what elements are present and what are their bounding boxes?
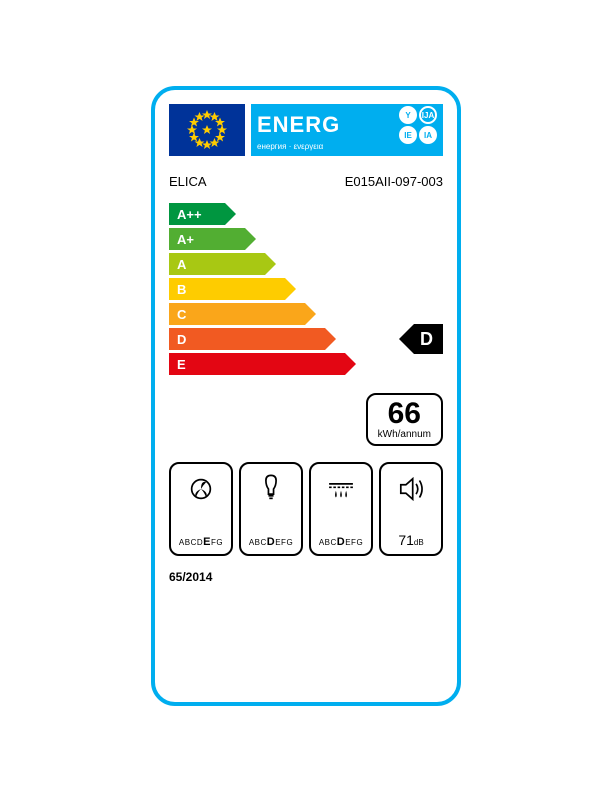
scale-label: A+ [177, 232, 194, 247]
scale-row: C [169, 303, 443, 325]
pictograms: ABCDEFG ABCDEFG ABCDEFG 71dB [169, 462, 443, 556]
picto-scale: ABCDEFG [319, 536, 363, 548]
energ-title: ENERG [257, 112, 340, 138]
pictogram-grease: ABCDEFG [309, 462, 373, 556]
scale-label: A++ [177, 207, 202, 222]
badge-ija: IJA [419, 106, 437, 124]
scale-row: A+ [169, 228, 443, 250]
scale-label: C [177, 307, 186, 322]
energy-label: ENERG Y IJA IE IA енергия · ενεργεια ELI… [151, 86, 461, 706]
scale-arrow: A++ [169, 203, 225, 225]
scale-arrow: C [169, 303, 305, 325]
extraction-icon [184, 472, 218, 506]
rating-pointer: D [414, 324, 443, 354]
regulation-number: 65/2014 [169, 570, 443, 584]
pictogram-extraction: ABCDEFG [169, 462, 233, 556]
scale-arrow: A [169, 253, 265, 275]
eu-flag-icon [169, 104, 245, 156]
sound-value: 71dB [398, 532, 423, 548]
picto-scale: ABCDEFG [179, 536, 223, 548]
scale-arrow: B [169, 278, 285, 300]
sound-icon [394, 472, 428, 506]
scale-arrow: E [169, 353, 345, 375]
language-badges: Y IJA IE IA [399, 106, 437, 144]
product-row: ELICA E015AII-097-003 [169, 174, 443, 189]
pictogram-lighting: ABCDEFG [239, 462, 303, 556]
energy-scale: A++A+ABCDED [169, 203, 443, 375]
consumption-unit: kWh/annum [378, 429, 431, 440]
pictogram-sound: 71dB [379, 462, 443, 556]
badge-y: Y [399, 106, 417, 124]
scale-arrow: D [169, 328, 325, 350]
scale-label: E [177, 357, 186, 372]
scale-label: D [177, 332, 186, 347]
scale-row: E [169, 353, 443, 375]
picto-scale: ABCDEFG [249, 536, 293, 548]
grease-icon [324, 472, 358, 506]
scale-row: A [169, 253, 443, 275]
header: ENERG Y IJA IE IA енергия · ενεργεια [169, 104, 443, 156]
scale-arrow: A+ [169, 228, 245, 250]
scale-row: B [169, 278, 443, 300]
energ-block: ENERG Y IJA IE IA енергия · ενεργεια [251, 104, 443, 156]
energ-subtitle: енергия · ενεργεια [257, 142, 437, 151]
lighting-icon [254, 472, 288, 506]
scale-label: A [177, 257, 186, 272]
scale-row: A++ [169, 203, 443, 225]
consumption-box: 66 kWh/annum [366, 393, 443, 446]
model: E015AII-097-003 [345, 174, 443, 189]
brand: ELICA [169, 174, 207, 189]
consumption-value: 66 [378, 399, 431, 429]
consumption: 66 kWh/annum [169, 393, 443, 446]
scale-label: B [177, 282, 186, 297]
